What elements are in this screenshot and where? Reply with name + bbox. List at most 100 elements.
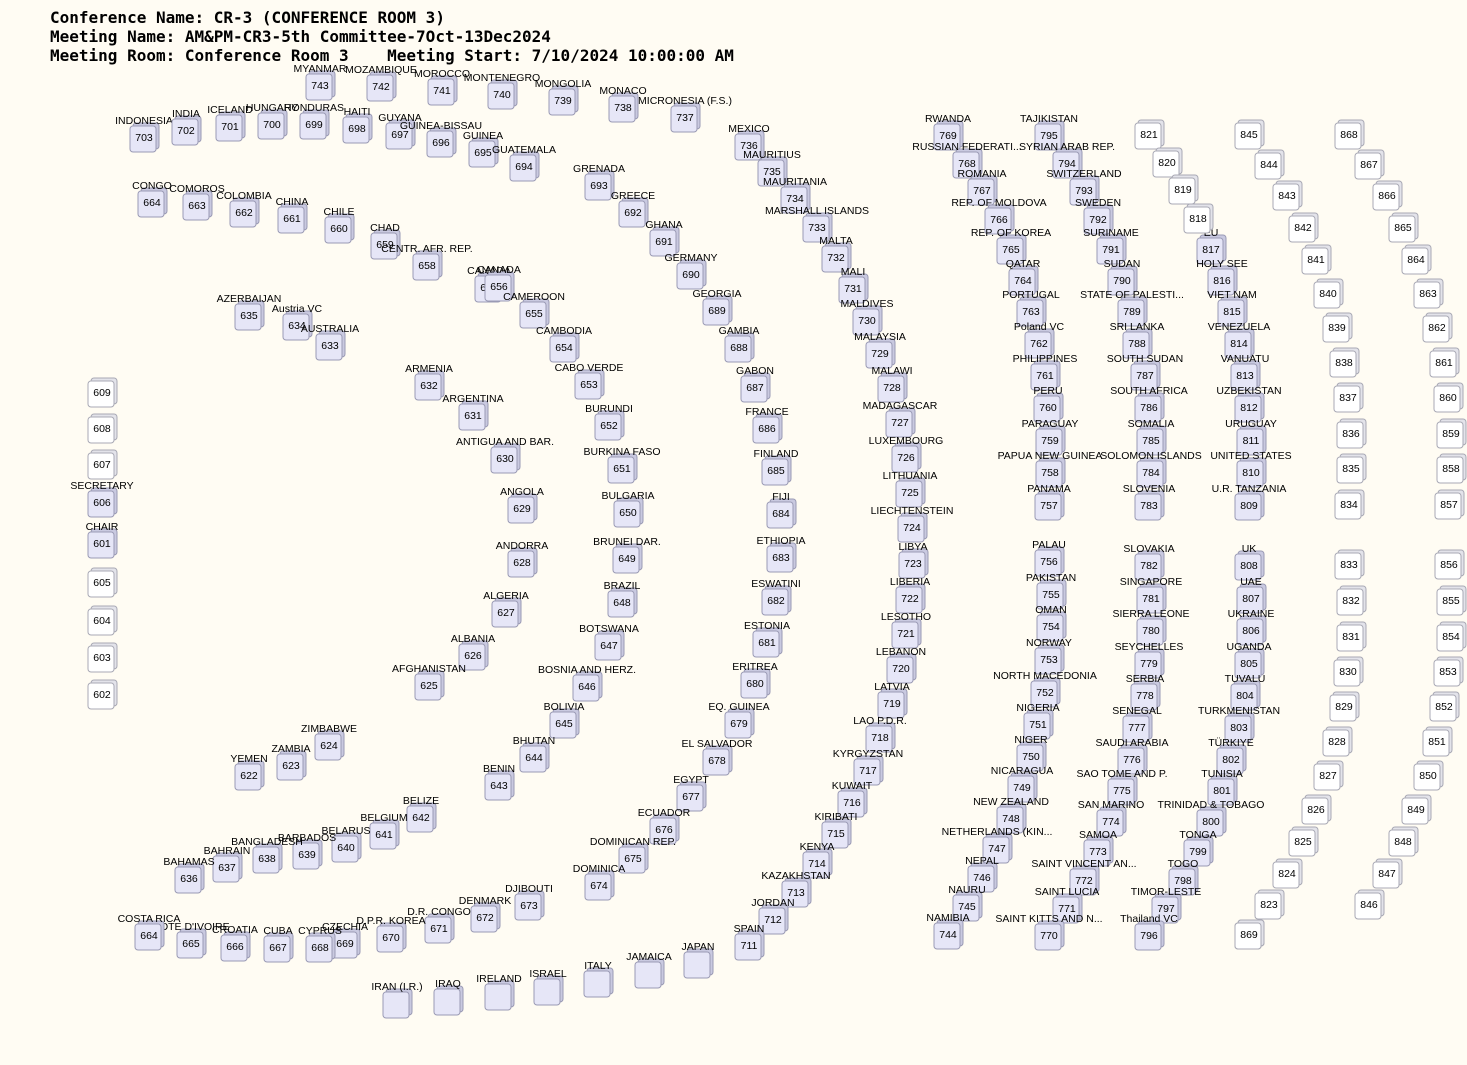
- seat-864: 864: [1401, 244, 1432, 275]
- seat-country: LIECHTENSTEIN: [871, 505, 954, 517]
- seat-784: SOLOMON ISLANDS 784: [1100, 450, 1202, 488]
- seat-country: IRAN (I.R.): [371, 981, 422, 993]
- seat-630: ANTIGUA AND BAR. 630: [456, 436, 554, 474]
- seat-number: 650: [619, 507, 637, 519]
- seat-number: 732: [827, 252, 845, 264]
- seat-604: 604: [87, 605, 118, 636]
- seat-673: DJIBOUTI 673: [505, 883, 553, 921]
- meeting-header: Conference Name: CR-3 (CONFERENCE ROOM 3…: [50, 8, 734, 65]
- seat-number: 632: [420, 380, 438, 392]
- seat-841: 841: [1301, 244, 1332, 275]
- seat-number: 628: [513, 557, 531, 569]
- seat-803: TURKMENISTAN 803: [1198, 705, 1280, 743]
- seat-country: SWEDEN: [1075, 197, 1121, 209]
- seat-769: RWANDA 769: [925, 113, 971, 151]
- seat-102: ISRAEL: [529, 968, 567, 1006]
- seat-number: 627: [497, 607, 515, 619]
- seat-number: 814: [1230, 338, 1248, 350]
- seat-690: GERMANY 690: [664, 252, 718, 290]
- seat-number: 740: [493, 89, 511, 101]
- seat-country: D.P.R. KOREA: [356, 915, 425, 927]
- seat-number: 682: [767, 595, 785, 607]
- seat-number: 811: [1243, 435, 1260, 447]
- seat-country: LIBERIA: [890, 576, 930, 588]
- seat-850: 850: [1413, 760, 1444, 791]
- seat-number: 838: [1335, 357, 1353, 369]
- seat-number: 800: [1202, 816, 1220, 828]
- seat-683: ETHIOPIA 683: [756, 535, 806, 573]
- seat-695: GUINEA 695: [463, 130, 503, 168]
- seat-number: 837: [1339, 392, 1357, 404]
- seat-number: 841: [1307, 254, 1325, 266]
- seat-837: 837: [1333, 382, 1364, 413]
- seat-number: 639: [298, 849, 316, 861]
- seat-number: 638: [258, 853, 276, 865]
- seat-number: 750: [1022, 751, 1040, 763]
- seat-number: 691: [655, 236, 673, 248]
- seat-650: BULGARIA 650: [601, 490, 655, 528]
- seat-754: OMAN 754: [1035, 604, 1067, 642]
- seat-number: 868: [1340, 129, 1358, 141]
- seat-99: IRAN (I.R.): [371, 981, 423, 1019]
- seat-number: 647: [600, 640, 618, 652]
- seat-number: 683: [772, 552, 790, 564]
- seat-854: 854: [1436, 621, 1467, 652]
- seat-860: 860: [1433, 382, 1464, 413]
- seat-722: LIBERIA 722: [890, 576, 930, 614]
- seat-country: UNITED STATES: [1210, 450, 1291, 462]
- seat-844: 844: [1254, 149, 1285, 180]
- seat-679: EQ. GUINEA 679: [708, 701, 770, 739]
- seat-866: 866: [1372, 180, 1403, 211]
- seat-number: 698: [348, 123, 366, 135]
- seat-country: COMOROS: [169, 183, 224, 195]
- seat-697: GUYANA 697: [378, 112, 422, 150]
- seat-104: JAMAICA: [626, 951, 672, 989]
- seat-number: 629: [513, 503, 531, 515]
- seat-number: 687: [746, 382, 764, 394]
- seat-857: 857: [1434, 489, 1465, 520]
- seat-number: 743: [311, 80, 329, 92]
- seat-636: BAHAMAS 636: [163, 856, 215, 894]
- seat-number: 865: [1394, 222, 1412, 234]
- seat-country: SECRETARY: [70, 480, 133, 492]
- seat-691: GHANA 691: [645, 219, 683, 257]
- seat-792: SWEDEN 792: [1075, 197, 1121, 235]
- seat-656: CANADA 656: [477, 264, 521, 302]
- seat-672: DENMARK 672: [459, 895, 511, 933]
- seat-856: 856: [1434, 549, 1465, 580]
- seat-828: 828: [1322, 726, 1353, 757]
- seat-country: CROATIA: [212, 924, 258, 936]
- seat-country: BRAZIL: [604, 580, 641, 592]
- seat-780: SIERRA LEONE 780: [1112, 608, 1190, 646]
- seat-752: NORTH MACEDONIA 752: [993, 670, 1097, 708]
- seat-number: 694: [515, 161, 533, 173]
- seat-number: 635: [240, 310, 258, 322]
- seat-805: UGANDA 805: [1227, 641, 1271, 679]
- meeting-room: Meeting Room: Conference Room 3: [50, 46, 349, 65]
- seat-number: 696: [432, 137, 450, 149]
- seat-723: LIBYA 723: [898, 541, 929, 579]
- seat-number: 815: [1223, 306, 1241, 318]
- seat-807: UAE 807: [1236, 576, 1267, 614]
- seat-845: 845: [1234, 119, 1265, 150]
- seat-number: 767: [973, 185, 991, 197]
- seat-725: LITHUANIA 725: [883, 470, 937, 508]
- seat-number: 768: [958, 158, 976, 170]
- seat-country: BENIN: [483, 763, 515, 775]
- seat-641: BELGIUM 641: [360, 812, 408, 850]
- seat-country: ESWATINI: [751, 578, 801, 590]
- seat-703: INDONESIA 703: [115, 115, 173, 153]
- seat-country: MALAWI: [871, 365, 912, 377]
- seat-country: CZECHIA: [322, 921, 368, 933]
- seat-country: QATAR: [1006, 258, 1041, 270]
- seat-623: ZAMBIA 623: [271, 743, 311, 781]
- seat-number: 637: [218, 862, 236, 874]
- seat-855: 855: [1436, 585, 1467, 616]
- seat-country: KIRIBATI: [815, 811, 858, 823]
- seat-country: TONGA: [1179, 829, 1216, 841]
- seat-country: CENTR. AFR. REP.: [381, 243, 472, 255]
- seat-767: ROMANIA 767: [957, 168, 1007, 206]
- seat-755: PAKISTAN 755: [1026, 572, 1076, 610]
- seat-country: MONTENEGRO: [464, 72, 540, 84]
- seat-number: 862: [1428, 322, 1446, 334]
